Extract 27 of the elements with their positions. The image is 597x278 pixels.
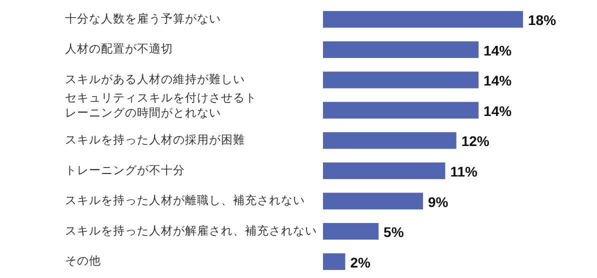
data-label: 14%: [484, 72, 512, 89]
data-label: 5%: [384, 224, 404, 240]
data-label: 9%: [428, 194, 449, 210]
bar: [323, 223, 379, 240]
bar: [323, 253, 346, 270]
y-tick-label: 十分な人数を雇う予算がない: [65, 12, 221, 26]
bar: [323, 162, 446, 180]
data-label: 18%: [528, 12, 557, 28]
bar: [323, 72, 479, 88]
bar: [323, 132, 456, 149]
bar: [323, 102, 479, 119]
data-label: 2%: [350, 254, 372, 270]
y-tick-label: 人材の配置が不適切: [65, 42, 173, 56]
y-tick-label: スキルがある人材の維持が難しい: [65, 72, 245, 86]
bar: [323, 11, 523, 28]
y-tick-label: トレーニングが不十分: [65, 162, 185, 177]
data-label: 14%: [484, 102, 512, 119]
y-tick-label: セキュリティスキルを付けさせるトレーニングの時間がとれない: [65, 90, 257, 120]
y-tick-label: スキルを持った人材が離職し、補充されない: [65, 193, 305, 208]
y-tick-label: スキルを持った人材の採用が困難: [65, 132, 245, 147]
data-label: 14%: [484, 42, 512, 58]
data-label: 12%: [461, 133, 490, 150]
bar: [323, 41, 479, 58]
bar: [323, 192, 423, 210]
data-label: 11%: [450, 163, 478, 180]
y-tick-label: スキルを持った人材が解雇され、補充されない: [65, 223, 317, 238]
y-tick-label: その他: [65, 254, 101, 268]
